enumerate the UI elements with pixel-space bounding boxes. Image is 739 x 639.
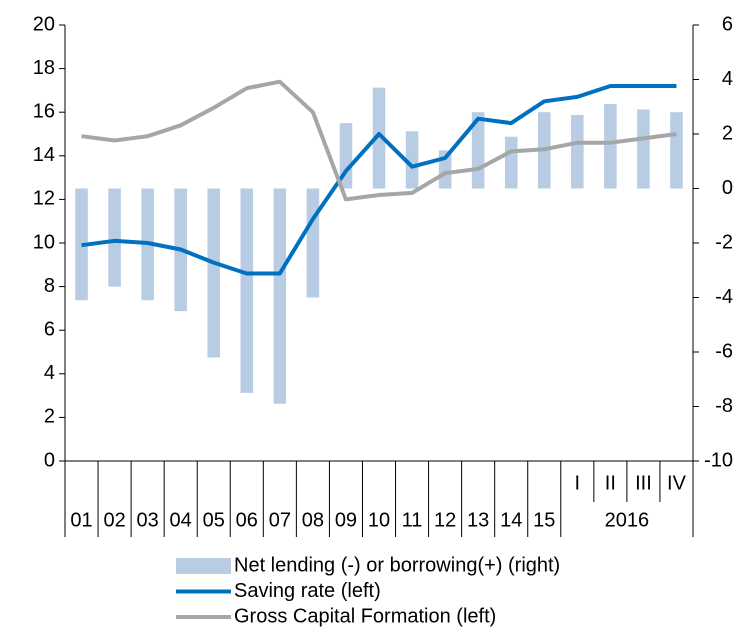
bar [405,131,419,189]
y-tick-label: 18 [33,57,55,79]
x-tick-label: 07 [269,509,291,531]
y2-tick-label: 2 [722,122,733,144]
y-tick-label: 10 [33,231,55,253]
x-tick-label: I [575,472,581,494]
bar [670,112,683,189]
bar [306,188,320,298]
legend-label: Gross Capital Formation (left) [234,605,496,627]
x-tick-label: II [605,472,616,494]
y-tick-label: 12 [33,188,55,210]
legend-label: Saving rate (left) [234,580,381,602]
x-tick-label: 15 [533,509,555,531]
x-tick-label: 01 [70,509,92,531]
x-tick-label: 09 [335,509,357,531]
legend-swatch [176,558,231,574]
y2-tick-label: -8 [715,395,733,417]
y2-tick-label: -2 [715,231,733,253]
y-tick-label: 0 [44,449,55,471]
y2-tick-label: 4 [722,68,733,90]
y2-tick-label: -10 [704,449,733,471]
x-tick-label: 11 [402,509,423,531]
x-tick-label: 04 [170,509,192,531]
x-tick-label: IV [667,472,687,494]
y-tick-label: 16 [33,100,55,122]
bar [372,87,386,189]
y-tick-label: 4 [44,362,55,384]
x-tick-label: 06 [236,509,258,531]
y-tick-label: 20 [33,13,55,35]
x-tick-label: 03 [137,509,159,531]
bar [240,188,254,393]
bar [504,136,518,189]
x-tick-label: 08 [302,509,324,531]
bar [637,109,650,189]
x-tick-label: III [635,472,652,494]
bar [108,188,121,287]
y2-tick-label: 6 [722,13,733,35]
x-group-label: 2016 [605,509,650,531]
line-series [81,84,677,276]
y-tick-label: 8 [44,275,55,297]
x-tick-label: 13 [467,509,489,531]
bar [604,104,617,189]
line-series [81,79,677,202]
x-tick-label: 10 [368,509,390,531]
bar [273,188,287,404]
x-tick-label: 05 [203,509,225,531]
y2-tick-label: -4 [715,286,733,308]
x-tick-label: 02 [103,509,125,531]
legend-label: Net lending (-) or borrowing(+) (right) [234,554,560,576]
y2-tick-label: 0 [722,177,733,199]
y-tick-label: 6 [44,318,55,340]
x-tick-label: 14 [500,509,522,531]
x-tick-label: 12 [434,509,456,531]
y2-tick-label: -6 [715,340,733,362]
y-tick-label: 2 [44,406,55,428]
y-tick-label: 14 [33,144,55,166]
bar [571,114,584,189]
bar [207,188,221,358]
